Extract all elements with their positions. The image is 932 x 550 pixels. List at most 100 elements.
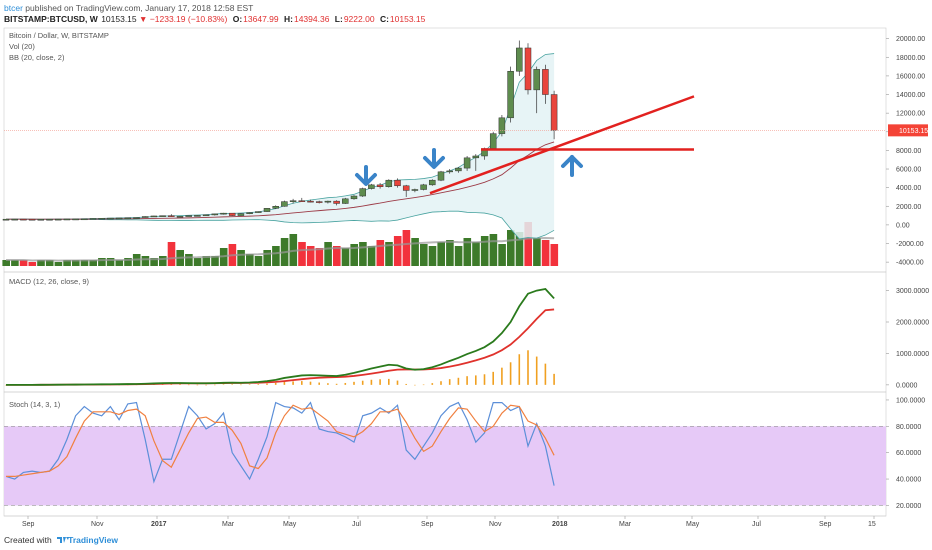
tradingview-brand[interactable]: TradingView xyxy=(68,535,119,545)
volume-bar xyxy=(393,236,402,266)
time-tick-label: Sep xyxy=(421,521,434,528)
volume-bar xyxy=(420,244,428,266)
volume-bar xyxy=(341,248,350,266)
volume-bar xyxy=(472,242,480,266)
stoch-label: Stoch (14, 3, 1) xyxy=(9,400,61,409)
volume-bar xyxy=(367,246,376,266)
candle-body xyxy=(202,214,210,217)
macd-histogram-bar xyxy=(440,381,442,385)
candle-body xyxy=(81,218,88,221)
candle-body xyxy=(176,216,184,218)
red-trendline[interactable] xyxy=(429,95,695,195)
candle-body xyxy=(533,69,540,91)
publish-line: btcer published on TradingView.com, Janu… xyxy=(4,3,253,13)
macd-histogram-bar xyxy=(388,378,390,385)
volume-bar xyxy=(350,244,358,266)
macd-histogram-bar xyxy=(309,381,312,385)
candle-body xyxy=(411,189,419,191)
macd-histogram-bar xyxy=(196,384,199,386)
macd-tick-label: 3000.0000 xyxy=(896,288,929,295)
stoch-d-line xyxy=(6,404,555,478)
macd-histogram-bar xyxy=(483,374,486,385)
volume-bar xyxy=(45,260,54,266)
macd-histogram-bar xyxy=(327,383,329,385)
volume-bar xyxy=(11,260,19,266)
candle-body xyxy=(194,215,201,217)
candle-body xyxy=(307,200,314,203)
candle-body xyxy=(402,185,410,191)
candle-body xyxy=(246,212,253,214)
change-value: −1233.19 (−10.83%) xyxy=(149,14,228,24)
volume-bar xyxy=(428,246,437,266)
macd-histogram-bar xyxy=(248,384,251,385)
volume-bar xyxy=(263,250,271,266)
macd-tick-label: 2000.0000 xyxy=(896,320,929,327)
volume-bar xyxy=(193,258,202,266)
volume-bar xyxy=(480,236,489,266)
footer: Created with TradingView xyxy=(4,535,118,545)
candle-body xyxy=(550,94,558,131)
chart-title: Bitcoin / Dollar, W, BITSTAMP xyxy=(9,31,109,40)
candle-body xyxy=(455,167,462,172)
macd-histogram-bar xyxy=(283,381,286,385)
volume-bar xyxy=(385,242,393,266)
chart-canvas[interactable]: 20000.00 18000.00 16000.00 14000.00 12000.00… xyxy=(0,0,932,530)
price-tick-label: 14000.00 xyxy=(896,92,925,99)
volume-bar xyxy=(19,260,28,266)
macd-histogram-bar xyxy=(501,367,503,385)
time-tick-label: 2018 xyxy=(552,521,568,528)
volume-bar xyxy=(463,238,472,266)
candle-body xyxy=(429,179,436,186)
macd-histogram-bar xyxy=(457,377,460,385)
bb-basis-line xyxy=(5,141,555,220)
macd-histogram-bar xyxy=(405,383,407,385)
high-label: H: xyxy=(283,14,293,24)
candle-body xyxy=(542,69,549,95)
candle-body xyxy=(185,215,192,217)
candle-body xyxy=(168,215,175,217)
candle-body xyxy=(472,155,480,159)
candle-body xyxy=(272,206,279,209)
price-value: 10153.15 xyxy=(101,14,137,24)
time-tick-label: Jul xyxy=(352,521,361,528)
macd-histogram-bar xyxy=(422,384,425,386)
volume-bar xyxy=(324,242,332,266)
volume-bar xyxy=(159,256,167,266)
macd-signal-line xyxy=(6,308,555,386)
candle-body xyxy=(255,211,262,213)
volume-bar xyxy=(211,256,219,266)
candle-body xyxy=(446,170,453,173)
author-name[interactable]: btcer xyxy=(4,3,23,13)
candle-body xyxy=(289,200,297,202)
volume-bar xyxy=(254,256,263,266)
macd-histogram-bar xyxy=(274,382,277,385)
time-tick-label: Nov xyxy=(91,521,104,528)
volume-bar xyxy=(167,242,176,266)
candle-body xyxy=(516,47,523,72)
volume-bar xyxy=(80,260,89,266)
volume-bar xyxy=(533,238,541,266)
candle-body xyxy=(394,179,401,187)
candle-body xyxy=(350,195,358,200)
candle-body xyxy=(324,200,332,203)
candle-body xyxy=(220,212,227,215)
price-tick-label: 4000.00 xyxy=(896,185,921,192)
macd-label: MACD (12, 26, close, 9) xyxy=(9,277,90,286)
candle-body xyxy=(507,70,514,119)
candle-body xyxy=(89,218,97,220)
volume-bar xyxy=(550,244,559,266)
time-tick-label: May xyxy=(283,521,297,528)
price-tick-label: 6000.00 xyxy=(896,167,921,174)
candle-body xyxy=(281,201,288,207)
volume-bar xyxy=(315,248,324,266)
macd-histogram-bar xyxy=(466,376,468,385)
candle-body xyxy=(98,218,105,220)
volume-bar xyxy=(54,262,63,266)
macd-histogram-bar xyxy=(414,384,416,386)
macd-histogram-bar xyxy=(553,373,555,385)
time-tick-label: 15 xyxy=(868,521,876,528)
open-value: 13647.99 xyxy=(243,14,279,24)
price-tick-label: 20000.00 xyxy=(896,36,925,43)
candle-body xyxy=(489,133,497,149)
volume-bar xyxy=(37,260,45,266)
